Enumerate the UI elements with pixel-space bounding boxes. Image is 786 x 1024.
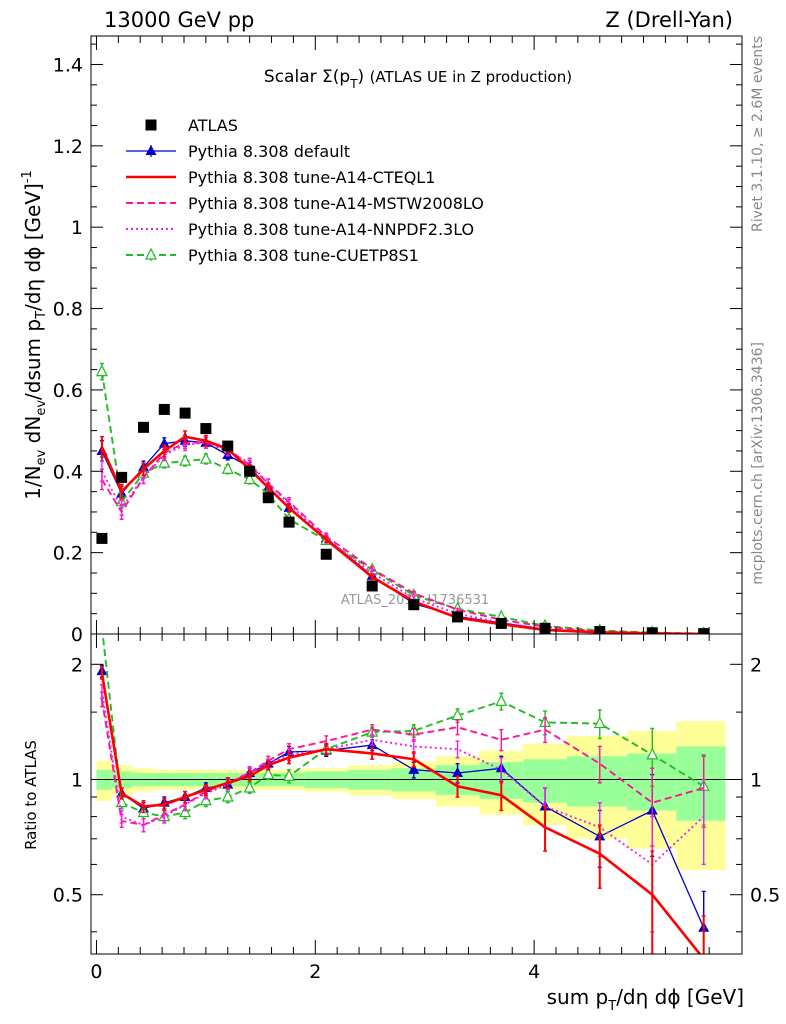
- y-tick-label: 1.2: [53, 136, 83, 158]
- data-point: [366, 580, 378, 592]
- data-point: [244, 465, 256, 477]
- ratio-y-tick-label-right: 1: [750, 770, 762, 792]
- data-point: [221, 789, 234, 802]
- ratio-y-tick-label-right: 2: [750, 654, 762, 676]
- mcplots-label: mcplots.cern.ch [arXiv:1306.3436]: [750, 342, 766, 585]
- data-point: [243, 472, 256, 485]
- data-point: [243, 780, 256, 793]
- ratio-plot-frame: [90, 633, 743, 955]
- data-point: [262, 767, 275, 780]
- legend-label: Pythia 8.308 default: [188, 142, 350, 161]
- data-point: [95, 364, 108, 377]
- series-atlas: [96, 403, 710, 634]
- data-point: [222, 440, 234, 452]
- ratio-y-tick-label: 0.5: [53, 885, 83, 907]
- data-point: [283, 768, 296, 781]
- chart-title: Scalar Σ(pT) (ATLAS UE in Z production): [264, 67, 572, 91]
- series-line: [100, 672, 702, 954]
- legend-item-nnpdf: Pythia 8.308 tune-A14-NNPDF2.3LO: [126, 220, 474, 239]
- data-point: [408, 763, 420, 774]
- y-tick-label: 0.8: [53, 299, 83, 321]
- data-point: [199, 793, 212, 806]
- y-tick-label: 0: [71, 624, 83, 646]
- data-point: [283, 516, 295, 528]
- data-point: [221, 461, 234, 474]
- header-right: Z (Drell-Yan): [605, 8, 733, 32]
- legend-marker: [145, 145, 157, 155]
- data-point: [262, 492, 274, 504]
- data-point: [158, 403, 170, 415]
- legend-label: ATLAS: [188, 116, 238, 135]
- data-point: [97, 621, 107, 631]
- data-point: [96, 532, 108, 544]
- legend-item-atlas: ATLAS: [145, 116, 238, 135]
- data-point: [138, 421, 150, 433]
- legend-item-default: Pythia 8.308 default: [126, 142, 350, 161]
- legend-item-cuetp8s1: Pythia 8.308 tune-CUETP8S1: [126, 246, 419, 265]
- data-point: [179, 407, 191, 419]
- ratio-y-tick-label-right: 0.5: [750, 885, 780, 907]
- data-point: [646, 747, 659, 760]
- ratio-y-tick-label: 2: [71, 654, 83, 676]
- data-point: [158, 437, 170, 448]
- x-tick-label: 4: [528, 961, 540, 983]
- legend-marker: [145, 119, 157, 131]
- data-point: [179, 453, 192, 466]
- legend-label: Pythia 8.308 tune-A14-CTEQL1: [188, 168, 435, 187]
- band-inner: [566, 756, 628, 807]
- rivet-label: Rivet 3.1.10, ≥ 2.6M events: [750, 36, 766, 232]
- data-point: [593, 716, 606, 729]
- data-point: [452, 766, 464, 777]
- legend-label: Pythia 8.308 tune-A14-NNPDF2.3LO: [188, 220, 474, 239]
- data-point: [646, 627, 658, 634]
- y-tick-label: 0.4: [53, 461, 83, 483]
- legend-marker: [145, 247, 157, 260]
- data-point: [200, 423, 212, 435]
- legend-item-cteql1: Pythia 8.308 tune-A14-CTEQL1: [126, 168, 435, 187]
- ratio-y-axis-title: Ratio to ATLAS: [22, 740, 40, 850]
- legend: ATLAS Pythia 8.308 default Pythia 8.308 tu…: [126, 116, 484, 265]
- data-point: [116, 471, 128, 483]
- data-point: [320, 548, 332, 560]
- data-point: [408, 599, 420, 611]
- y-axis-title: 1/Nev dNev/dsum pT/dη dϕ [GeV]-1: [20, 170, 49, 500]
- y-tick-label: 0.6: [53, 380, 83, 402]
- y-tick-label: 1: [71, 217, 83, 239]
- header-left: 13000 GeV pp: [104, 8, 254, 32]
- ratio-y-tick-label: 1: [71, 770, 83, 792]
- data-point: [452, 611, 464, 623]
- legend-label: Pythia 8.308 tune-CUETP8S1: [188, 246, 419, 265]
- y-tick-label: 1.4: [53, 54, 83, 76]
- legend-item-mstw: Pythia 8.308 tune-A14-MSTW2008LO: [126, 194, 484, 213]
- x-tick-label: 0: [90, 961, 102, 983]
- legend-label: Pythia 8.308 tune-A14-MSTW2008LO: [188, 194, 484, 213]
- y-tick-label: 0.2: [53, 543, 83, 565]
- data-point: [495, 694, 508, 706]
- data-point: [158, 455, 171, 468]
- data-point: [199, 451, 212, 464]
- data-point: [698, 628, 710, 634]
- data-point: [495, 617, 507, 629]
- x-axis-title: sum pT/dη dϕ [GeV]: [547, 985, 744, 1014]
- x-tick-label: 2: [309, 961, 321, 983]
- series-cteql1-ratio: [99, 666, 706, 954]
- data-point: [179, 805, 192, 818]
- data-point: [539, 622, 551, 634]
